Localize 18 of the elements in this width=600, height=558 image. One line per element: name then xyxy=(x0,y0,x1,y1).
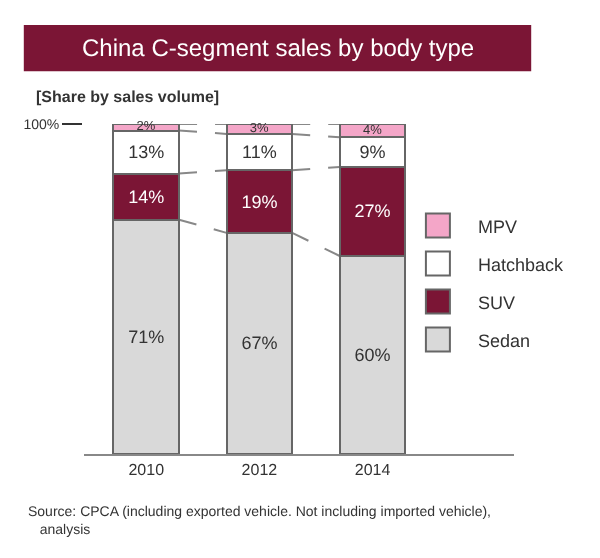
data-label: 67% xyxy=(241,333,278,354)
chart-title: China C-segment sales by body type xyxy=(82,34,475,62)
data-label: 14% xyxy=(128,186,165,207)
data-label: 13% xyxy=(128,142,165,163)
data-label: 9% xyxy=(359,142,386,163)
x-tick-label: 2010 xyxy=(128,461,166,480)
data-label: 60% xyxy=(354,345,391,365)
data-label: 19% xyxy=(241,191,278,212)
legend-label: Sedan xyxy=(477,330,530,351)
legend-label: MPV xyxy=(477,216,517,237)
data-label: 71% xyxy=(128,326,165,347)
x-tick-label: 2012 xyxy=(241,461,279,480)
data-label: 11% xyxy=(242,142,277,163)
x-tick-label: 2014 xyxy=(354,461,392,480)
legend-label: SUV xyxy=(477,292,515,313)
data-label: 27% xyxy=(354,201,391,222)
chart-subtitle: [Share by sales volume] xyxy=(36,88,220,106)
legend-label: Hatchback xyxy=(477,254,564,275)
